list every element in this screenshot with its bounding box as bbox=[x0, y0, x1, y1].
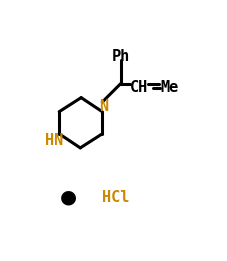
Text: N: N bbox=[99, 99, 109, 114]
Text: HCl: HCl bbox=[102, 190, 130, 205]
Text: HN: HN bbox=[45, 133, 63, 148]
Text: Ph: Ph bbox=[112, 49, 130, 64]
Text: CH: CH bbox=[130, 80, 148, 95]
Text: ●: ● bbox=[60, 188, 77, 207]
Text: Me: Me bbox=[160, 80, 179, 95]
